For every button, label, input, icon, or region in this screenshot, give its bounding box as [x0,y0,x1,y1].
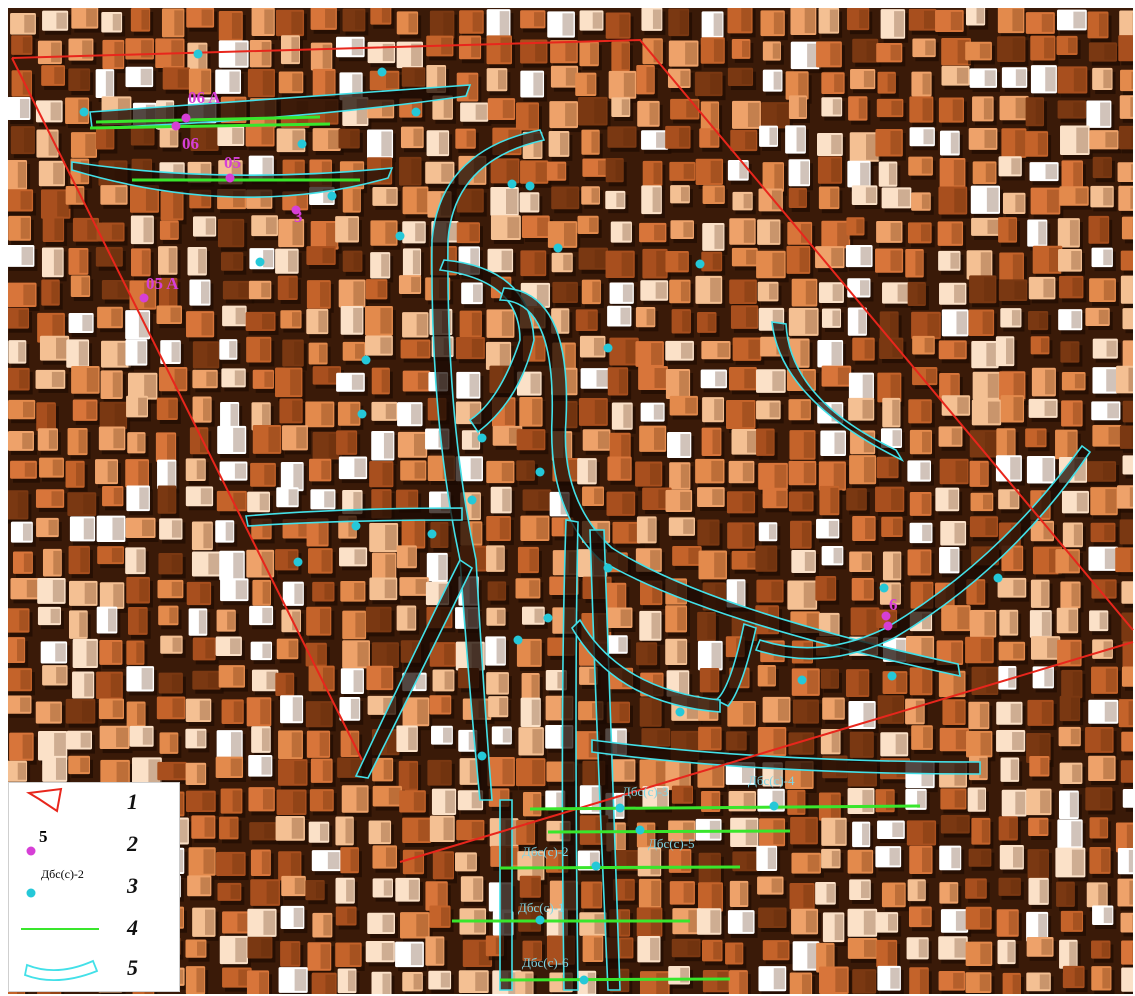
legend-number: 5 [127,955,138,980]
channel-outline [499,799,513,991]
profile-point [675,707,685,717]
profile-point [255,257,265,267]
profile-label: Дбс(с)-6 [522,955,569,970]
profile-line [547,829,791,834]
profile-point [603,563,613,573]
profile-point [467,495,477,505]
profile-point [357,409,367,419]
well-point [883,621,893,631]
profile-point [427,529,437,539]
profile-point [351,521,361,531]
well-point [291,205,301,215]
profile-point [395,231,405,241]
profile-point [79,107,89,117]
well-label: 6 [889,595,898,614]
profile-point [553,243,563,253]
profile-point [507,179,517,189]
profile-line [499,977,731,982]
profile-point [993,573,1003,583]
profile-label: Дбс(с)-2 [522,844,569,859]
profile-point [377,67,387,77]
study-area-boundary [11,38,1134,863]
well-label: 05 [224,153,241,172]
boundary-polygon-icon [26,787,63,813]
legend-number: 1 [127,789,138,814]
profile-point [591,861,601,871]
legend-sample-label: Дбс(с)-2 [41,867,84,881]
profile-line [529,804,921,811]
profile-point [543,613,553,623]
well-points [139,113,893,631]
profile-label: Дбс(с)-5 [648,836,695,851]
channel-outline-icon [23,959,99,982]
profile-point [525,181,535,191]
profile-line [89,122,331,130]
profile-point [477,433,487,443]
boundary-line [399,641,1134,863]
profile-point [635,825,645,835]
channel-outline [714,622,757,707]
profile-line [95,115,321,124]
profile-point [193,49,203,59]
well-label: 05 A [146,274,179,293]
profile-point [695,259,705,269]
legend-item: 5 2 [9,825,181,865]
profile-point [327,191,337,201]
channel-outline [498,287,961,678]
legend-number: 3 [127,873,138,898]
legend-item: 4 [9,909,181,949]
profile-point [411,107,421,117]
profile-lines [89,115,921,982]
well-point [225,173,235,183]
profile-points [79,49,1003,985]
well-point [181,113,191,123]
profile-point [513,635,523,645]
legend-number: 4 [127,915,138,940]
channel-outline [245,507,463,527]
legend-item: 5 [9,949,181,989]
profile-point [797,675,807,685]
well-point-icon [26,846,36,856]
legend-item: 1 [9,783,181,823]
legend-item: Дбс(с)-2 3 [9,867,181,907]
legend-number: 2 [127,831,138,856]
profile-point [603,343,613,353]
profile-line [499,865,741,870]
profile-point [477,751,487,761]
well-point [139,293,149,303]
well-point [881,611,891,621]
profile-point [361,355,371,365]
profile-label: Дбс(с)-1 [518,900,565,915]
channel-outline [570,618,721,713]
channel-outline [591,739,981,775]
channel-outlines [71,84,1092,991]
map-labels: 06 A 06 05 3 05 A 6 Дбс(с)-4 Дбс(с)-3 Дб… [146,88,898,970]
legend-sample-label: 5 [39,827,48,846]
profile-line-icon [21,928,99,930]
well-label: 06 A [188,88,221,107]
profile-point [879,583,889,593]
profile-point [535,467,545,477]
profile-point [297,139,307,149]
channel-outline [771,321,905,462]
channel-outline [754,444,1092,660]
boundary-line [11,38,1134,631]
profile-point [887,671,897,681]
profile-point [769,801,779,811]
well-label: 3 [294,207,303,226]
profile-label: Дбс(с)-4 [748,773,795,788]
channel-outline [354,558,474,779]
boundary-line [11,57,363,761]
profile-point-icon [26,888,36,898]
profile-point [579,975,589,985]
profile-point [535,915,545,925]
profile-label: Дбс(с)-3 [622,784,669,799]
well-label: 06 [182,134,199,153]
map-legend: 1 5 2 Дбс(с)-2 3 4 5 [8,782,180,992]
well-point [171,121,181,131]
profile-point [293,557,303,567]
profile-point [615,803,625,813]
